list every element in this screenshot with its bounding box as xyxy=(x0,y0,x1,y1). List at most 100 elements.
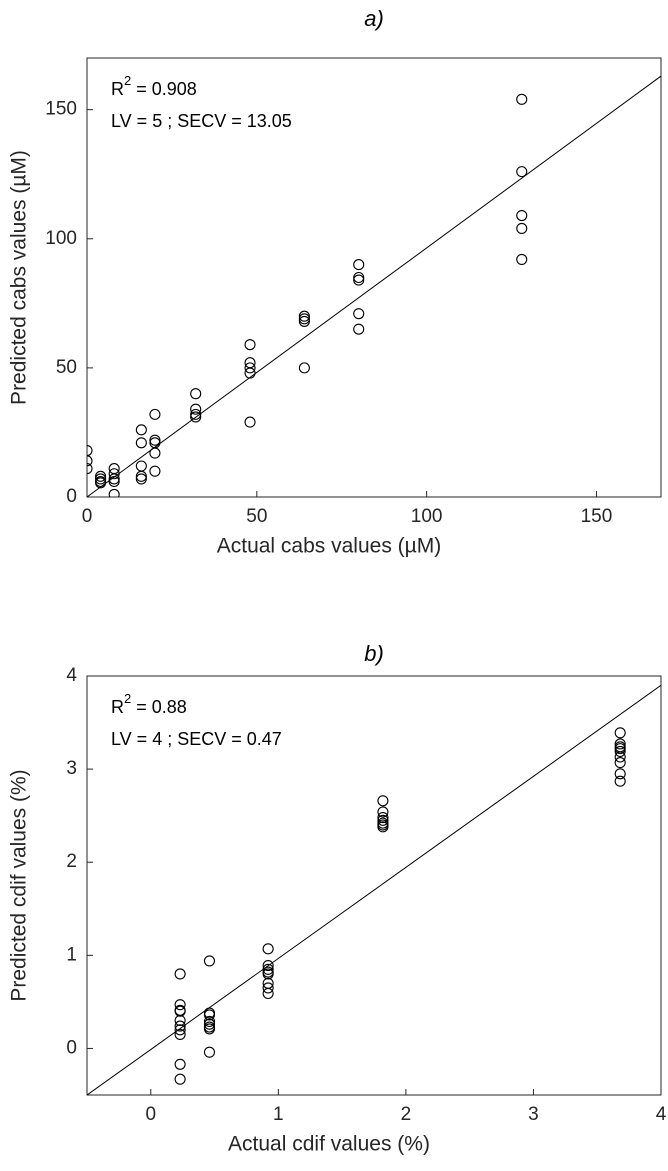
point xyxy=(262,943,274,955)
x-tick-label: 150 xyxy=(581,506,613,527)
point xyxy=(203,1023,216,1035)
point xyxy=(614,745,626,757)
annotation-stats: LV = 5 ; SECV = 13.05 xyxy=(111,111,292,131)
r2-value: = 0.908 xyxy=(136,79,197,99)
point xyxy=(174,999,186,1011)
point xyxy=(149,465,161,477)
point xyxy=(87,455,93,467)
y-tick-label: 0 xyxy=(66,486,77,507)
point xyxy=(149,437,161,449)
x-tick-label: 3 xyxy=(528,1104,539,1125)
point xyxy=(190,411,202,423)
point xyxy=(244,362,256,374)
point xyxy=(174,1004,186,1016)
point xyxy=(244,416,256,428)
y-tick-label: 0 xyxy=(66,1037,77,1058)
point xyxy=(108,468,120,480)
point xyxy=(135,424,147,436)
point xyxy=(516,209,528,222)
r-symbol: R xyxy=(111,79,124,99)
point xyxy=(174,1073,186,1085)
point xyxy=(108,488,120,497)
point xyxy=(377,811,389,824)
point xyxy=(516,166,528,178)
fit-line-group xyxy=(87,684,661,1095)
point xyxy=(203,1015,216,1027)
point xyxy=(377,806,389,818)
r-symbol: R xyxy=(111,697,124,717)
point xyxy=(614,768,626,780)
chart: b) 0 1 2 3 4 0 1 2 3 4 Actual cdif values (%) Predic… xyxy=(8,641,667,1156)
point xyxy=(149,408,161,420)
superscript: 2 xyxy=(124,691,131,706)
point xyxy=(95,470,107,482)
point xyxy=(516,93,528,105)
annotation-r2: R2 = 0.88 xyxy=(111,691,187,716)
x-tick-label: 0 xyxy=(82,506,93,527)
point xyxy=(244,339,256,351)
y-tick-label: 1 xyxy=(66,944,77,965)
point xyxy=(516,253,528,265)
y-axis-label: Predicted cabs values (µM) xyxy=(8,150,31,405)
x-tick-label: 4 xyxy=(656,1104,667,1125)
point xyxy=(190,408,202,420)
fit-line xyxy=(87,684,661,1095)
point xyxy=(614,743,626,755)
point xyxy=(174,1028,186,1041)
chart: a) 0 50 100 150 0 50 100 150 Actual cabs values (… xyxy=(8,6,662,558)
point xyxy=(614,738,626,750)
point xyxy=(203,1009,216,1021)
point xyxy=(244,367,256,379)
point xyxy=(516,222,528,234)
point xyxy=(135,437,147,449)
chart-title: b) xyxy=(364,641,384,666)
y-tick-label: 4 xyxy=(66,665,77,686)
point xyxy=(149,447,161,459)
point xyxy=(262,968,274,980)
point xyxy=(614,751,626,763)
point xyxy=(87,463,93,475)
x-axis-label: Actual cdif values (%) xyxy=(228,1133,430,1156)
plot-frame xyxy=(86,675,662,1096)
x-tick-label: 2 xyxy=(401,1104,412,1125)
point xyxy=(190,403,202,415)
point xyxy=(298,310,310,322)
point xyxy=(614,775,626,787)
point xyxy=(174,1058,186,1070)
point xyxy=(377,821,389,833)
chart-title: a) xyxy=(364,6,384,31)
point xyxy=(95,477,107,489)
y-tick-label: 150 xyxy=(45,99,77,120)
point xyxy=(353,308,365,320)
point xyxy=(135,470,147,482)
point xyxy=(262,960,274,972)
y-tick-label: 2 xyxy=(66,851,77,872)
fit-line xyxy=(87,75,661,497)
plot-frame xyxy=(86,57,662,498)
points xyxy=(87,93,528,497)
y-axis-label: Predicted cdif values (%) xyxy=(8,769,31,1001)
point xyxy=(174,1014,186,1027)
x-tick-label: 0 xyxy=(145,1104,156,1125)
point xyxy=(174,1005,186,1017)
point xyxy=(262,987,274,1000)
point xyxy=(174,1020,186,1032)
point xyxy=(174,968,186,980)
x-tick-label: 100 xyxy=(411,506,443,527)
point xyxy=(298,315,310,327)
fit-line-group xyxy=(87,75,661,497)
point xyxy=(377,795,389,807)
points xyxy=(174,727,626,1085)
point xyxy=(298,313,310,325)
point xyxy=(614,757,626,769)
x-tick-label: 1 xyxy=(273,1104,284,1125)
point xyxy=(135,473,147,485)
point xyxy=(262,963,274,975)
annotation-stats: LV = 4 ; SECV = 0.47 xyxy=(111,729,282,749)
annotation-r2: R2 = 0.908 xyxy=(111,73,197,98)
superscript: 2 xyxy=(124,73,131,88)
point xyxy=(353,271,365,284)
point xyxy=(87,444,93,457)
